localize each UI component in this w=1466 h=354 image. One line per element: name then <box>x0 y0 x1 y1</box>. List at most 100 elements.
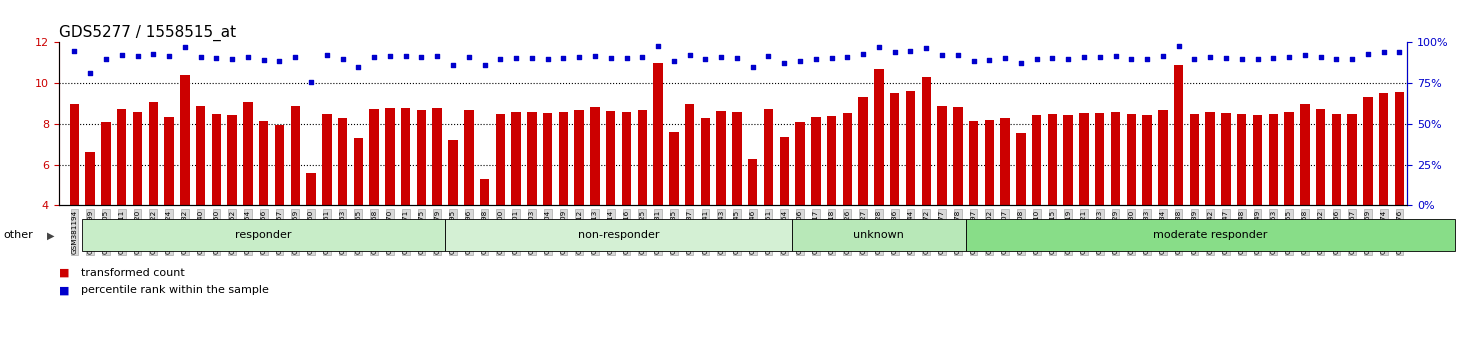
Bar <box>117 109 126 205</box>
Point <box>1088 54 1111 59</box>
Bar <box>1126 114 1136 205</box>
Bar <box>1142 115 1152 205</box>
Bar <box>1174 65 1183 205</box>
Point <box>931 52 954 57</box>
Point <box>868 44 891 50</box>
Bar <box>1079 113 1089 205</box>
Bar <box>591 107 600 205</box>
Point <box>1057 56 1080 62</box>
Bar <box>496 114 506 205</box>
Point <box>1198 54 1221 59</box>
Bar <box>843 113 852 205</box>
Bar <box>654 63 663 205</box>
Bar <box>1331 114 1341 205</box>
Point <box>409 54 432 59</box>
Bar <box>1253 115 1262 205</box>
Bar <box>400 108 410 205</box>
Bar <box>337 118 347 205</box>
Bar <box>622 112 632 205</box>
Point <box>1120 56 1143 62</box>
Bar <box>1268 114 1278 205</box>
Point <box>79 70 103 76</box>
Point <box>740 64 764 70</box>
Bar <box>1300 104 1309 205</box>
Bar <box>985 120 994 205</box>
Point <box>283 54 306 59</box>
Point <box>394 53 418 58</box>
Point <box>583 53 607 58</box>
Point <box>142 51 166 57</box>
Bar <box>211 114 221 205</box>
Point <box>474 62 497 68</box>
Bar <box>1111 112 1120 205</box>
Point <box>710 54 733 59</box>
Point <box>962 58 985 64</box>
Bar <box>449 140 457 205</box>
Bar <box>479 179 490 205</box>
Bar <box>432 108 441 205</box>
Point <box>883 49 906 55</box>
Text: ▶: ▶ <box>47 230 54 240</box>
Point <box>504 55 528 61</box>
Point <box>331 56 355 62</box>
Bar <box>306 173 315 205</box>
Bar <box>386 108 394 205</box>
Bar <box>1032 115 1041 205</box>
Bar <box>70 104 79 205</box>
Bar <box>1380 93 1388 205</box>
Point <box>1356 51 1380 57</box>
Bar <box>685 104 695 205</box>
Point <box>836 54 859 59</box>
Point <box>852 51 875 57</box>
Point <box>789 58 812 64</box>
Point <box>537 56 560 62</box>
Point <box>1025 56 1048 62</box>
Point <box>946 52 969 57</box>
Point <box>1340 56 1363 62</box>
Point <box>1151 53 1174 58</box>
Bar <box>780 137 789 205</box>
Bar <box>937 105 947 205</box>
Bar <box>764 109 773 205</box>
Bar <box>290 105 301 205</box>
Point <box>614 55 638 61</box>
Point <box>1214 55 1237 61</box>
Point <box>252 57 276 63</box>
Bar <box>827 116 836 205</box>
Point <box>94 56 117 62</box>
Text: moderate responder: moderate responder <box>1152 230 1268 240</box>
Bar <box>259 121 268 205</box>
Bar <box>465 110 474 205</box>
Bar <box>416 110 427 205</box>
Point <box>819 55 843 61</box>
Text: ■: ■ <box>59 285 69 295</box>
Bar <box>906 91 915 205</box>
Bar <box>528 112 537 205</box>
Text: percentile rank within the sample: percentile rank within the sample <box>81 285 268 295</box>
Point <box>1104 53 1127 58</box>
Point <box>1293 52 1316 57</box>
Text: unknown: unknown <box>853 230 905 240</box>
Bar <box>1063 115 1073 205</box>
Point <box>915 45 938 50</box>
Bar <box>1316 109 1325 205</box>
Point <box>1009 60 1032 66</box>
Bar <box>1016 133 1026 205</box>
Bar <box>180 75 189 205</box>
Bar <box>1000 118 1010 205</box>
Point <box>488 56 512 62</box>
Bar <box>605 111 616 205</box>
Point <box>1230 56 1253 62</box>
Point <box>1072 54 1095 59</box>
Point <box>173 44 196 50</box>
Point <box>1167 43 1190 48</box>
Point <box>1183 56 1207 62</box>
Point <box>630 54 654 59</box>
Bar <box>85 152 95 205</box>
Bar <box>1363 97 1372 205</box>
Bar <box>859 97 868 205</box>
Point <box>773 60 796 66</box>
Point <box>1262 55 1286 61</box>
Bar <box>227 115 237 205</box>
Point <box>663 58 686 64</box>
